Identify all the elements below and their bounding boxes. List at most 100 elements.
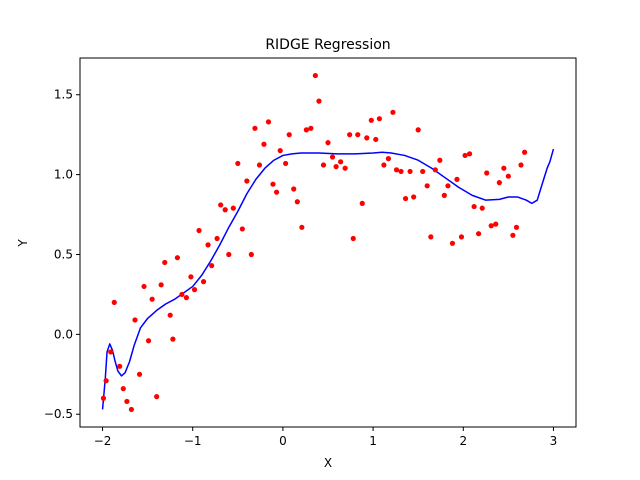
data-point bbox=[299, 224, 305, 230]
data-point bbox=[476, 231, 482, 237]
regression-line bbox=[101, 148, 555, 410]
data-point bbox=[261, 141, 267, 147]
data-point bbox=[496, 180, 502, 186]
y-axis: −0.5 0.0 0.5 1.0 1.5 bbox=[44, 88, 80, 421]
data-point bbox=[170, 336, 176, 342]
y-tick-label: 0.5 bbox=[54, 247, 73, 261]
data-point bbox=[488, 223, 494, 229]
data-point bbox=[124, 398, 130, 405]
data-point bbox=[100, 395, 107, 401]
data-point bbox=[320, 162, 327, 168]
data-point bbox=[368, 117, 374, 123]
data-point bbox=[466, 151, 473, 157]
data-point bbox=[518, 162, 524, 168]
x-tick-label: 2 bbox=[459, 434, 467, 448]
data-point bbox=[390, 109, 396, 115]
data-point bbox=[117, 363, 123, 369]
data-point bbox=[454, 176, 460, 182]
data-point bbox=[283, 160, 289, 167]
data-point bbox=[415, 127, 421, 133]
data-point bbox=[274, 189, 280, 195]
data-point bbox=[200, 279, 207, 285]
y-axis-label: Y bbox=[16, 239, 30, 248]
data-point bbox=[373, 136, 379, 143]
data-point bbox=[342, 165, 348, 171]
data-point bbox=[479, 205, 485, 211]
x-tick-label: −2 bbox=[94, 434, 112, 448]
data-point bbox=[398, 168, 404, 175]
data-point bbox=[449, 240, 456, 246]
data-point bbox=[333, 164, 339, 170]
data-point bbox=[196, 227, 202, 234]
data-point bbox=[325, 140, 331, 146]
data-point bbox=[445, 183, 451, 189]
data-point bbox=[513, 224, 520, 230]
data-point bbox=[174, 255, 180, 261]
data-point bbox=[141, 283, 147, 290]
data-point bbox=[286, 132, 292, 138]
data-point bbox=[222, 207, 228, 213]
data-point bbox=[432, 167, 438, 173]
plot-frame bbox=[79, 57, 577, 428]
data-point bbox=[218, 202, 224, 208]
line-layer bbox=[101, 148, 555, 410]
data-point bbox=[329, 154, 336, 160]
data-point bbox=[359, 200, 365, 206]
data-point bbox=[145, 338, 152, 344]
data-point bbox=[162, 259, 168, 266]
data-point bbox=[191, 287, 198, 293]
x-axis: −2 −1 0 1 2 3 bbox=[94, 427, 558, 448]
data-point bbox=[505, 173, 511, 179]
data-point bbox=[226, 251, 232, 258]
data-point bbox=[381, 162, 387, 168]
x-tick-label: 0 bbox=[279, 434, 287, 448]
data-point bbox=[393, 167, 400, 173]
data-point bbox=[248, 251, 254, 258]
x-axis-label: X bbox=[324, 456, 332, 470]
data-point bbox=[407, 168, 413, 175]
data-point bbox=[183, 295, 190, 301]
data-point bbox=[347, 132, 353, 138]
data-point bbox=[154, 394, 160, 400]
data-point bbox=[158, 282, 164, 288]
data-point bbox=[291, 186, 297, 192]
data-point bbox=[214, 235, 220, 242]
data-point bbox=[252, 125, 258, 131]
data-point bbox=[376, 116, 382, 122]
data-point bbox=[230, 205, 236, 211]
data-point bbox=[235, 160, 241, 167]
y-tick-label: 1.0 bbox=[54, 168, 73, 182]
data-point bbox=[209, 263, 215, 269]
data-point bbox=[312, 72, 318, 79]
x-tick-label: −1 bbox=[184, 434, 202, 448]
data-point bbox=[424, 183, 430, 189]
x-tick-label: 3 bbox=[550, 434, 558, 448]
data-point bbox=[402, 195, 409, 202]
data-point bbox=[128, 406, 134, 413]
data-point bbox=[522, 149, 528, 155]
data-point bbox=[462, 152, 468, 159]
data-point bbox=[277, 148, 283, 154]
data-point bbox=[385, 156, 392, 162]
data-point bbox=[420, 168, 426, 175]
chart-title: RIDGE Regression bbox=[265, 37, 390, 53]
data-point bbox=[471, 203, 477, 210]
x-tick-label: 1 bbox=[369, 434, 377, 448]
data-point bbox=[108, 349, 114, 355]
data-point bbox=[437, 157, 443, 163]
data-point bbox=[167, 312, 173, 318]
data-point bbox=[265, 119, 272, 125]
data-point bbox=[132, 317, 138, 323]
data-point bbox=[428, 234, 434, 240]
data-point bbox=[303, 127, 309, 133]
data-point bbox=[458, 234, 465, 240]
y-tick-label: 0.0 bbox=[54, 327, 73, 341]
data-point bbox=[350, 235, 356, 242]
data-point bbox=[244, 178, 250, 184]
data-point bbox=[149, 296, 155, 302]
data-point bbox=[103, 378, 109, 384]
y-tick-label: −0.5 bbox=[44, 407, 73, 421]
data-point bbox=[294, 199, 300, 205]
data-point bbox=[501, 165, 507, 171]
